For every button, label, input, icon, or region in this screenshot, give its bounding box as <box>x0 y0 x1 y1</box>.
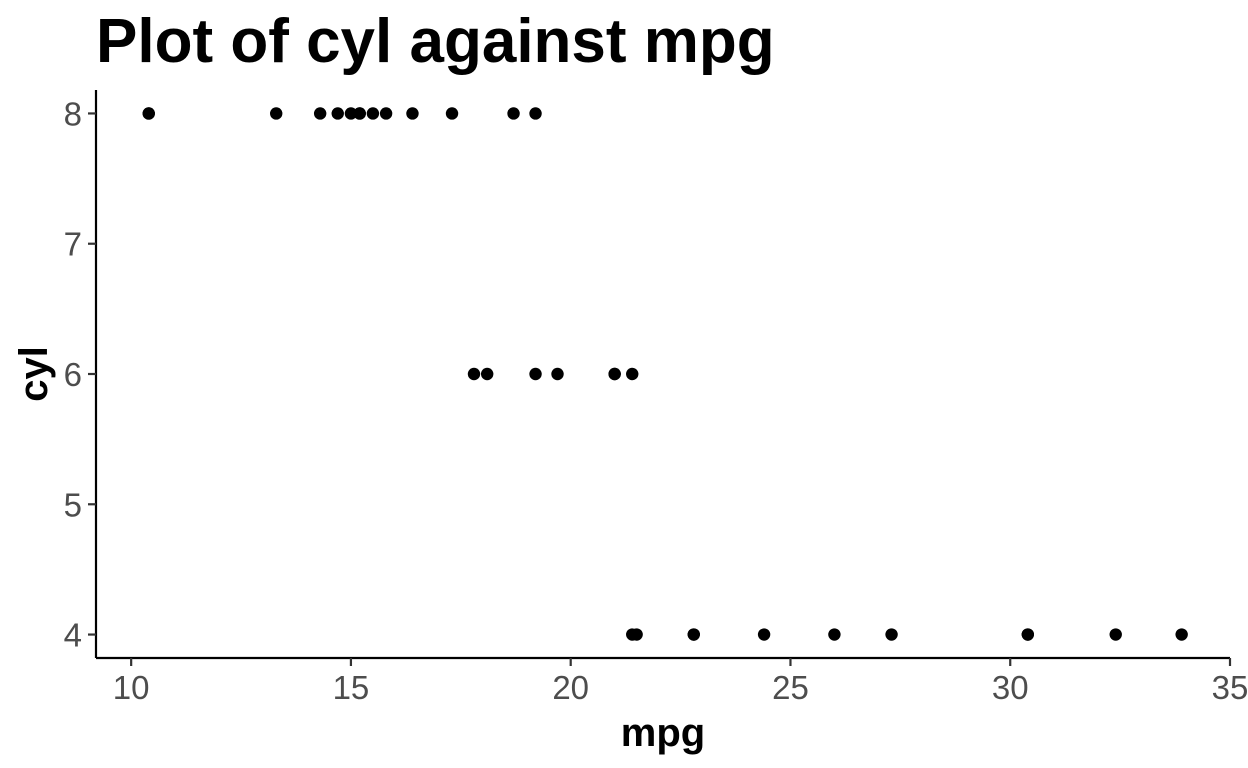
data-point <box>551 367 564 381</box>
y-tick-label: 4 <box>64 617 82 654</box>
data-point <box>142 107 155 120</box>
y-axis: 4 5 6 7 8 <box>64 90 98 658</box>
y-tick-label: 7 <box>64 226 82 263</box>
y-axis-title: cyl <box>12 346 56 402</box>
data-point <box>626 367 639 381</box>
data-point <box>885 628 898 641</box>
y-tick-label: 5 <box>64 486 82 523</box>
x-tick-label: 10 <box>113 669 150 706</box>
x-tick-label: 15 <box>333 669 370 706</box>
data-point <box>1175 628 1188 641</box>
data-point <box>626 628 639 641</box>
data-point <box>757 628 771 641</box>
data-point <box>353 107 366 120</box>
data-point <box>1109 628 1122 641</box>
data-point <box>445 107 459 120</box>
x-tick-label: 35 <box>1212 669 1248 706</box>
data-point <box>828 628 841 641</box>
data-point <box>529 107 542 120</box>
y-tick-label: 6 <box>64 356 82 393</box>
data-points <box>142 107 1188 641</box>
data-point <box>608 367 621 381</box>
data-point <box>270 107 283 120</box>
data-point <box>507 107 520 120</box>
data-point <box>344 107 358 120</box>
plot-area: 10 15 20 25 30 35 4 5 6 7 8 <box>64 90 1248 706</box>
data-point <box>366 107 380 120</box>
x-tick-label: 25 <box>772 669 809 706</box>
x-axis: 10 15 20 25 30 35 <box>96 656 1248 706</box>
x-tick-label: 30 <box>992 669 1029 706</box>
x-tick-label: 20 <box>552 669 589 706</box>
chart-title: Plot of cyl against mpg <box>96 7 775 76</box>
y-tick-label: 8 <box>64 95 82 132</box>
data-point <box>480 367 494 381</box>
data-point <box>529 367 542 381</box>
data-point <box>379 107 393 120</box>
data-point <box>313 107 327 120</box>
data-point <box>467 367 481 381</box>
data-point <box>1021 628 1035 641</box>
data-point <box>331 107 344 120</box>
data-point <box>687 628 700 641</box>
x-axis-title: mpg <box>621 711 705 755</box>
data-point <box>406 107 419 120</box>
